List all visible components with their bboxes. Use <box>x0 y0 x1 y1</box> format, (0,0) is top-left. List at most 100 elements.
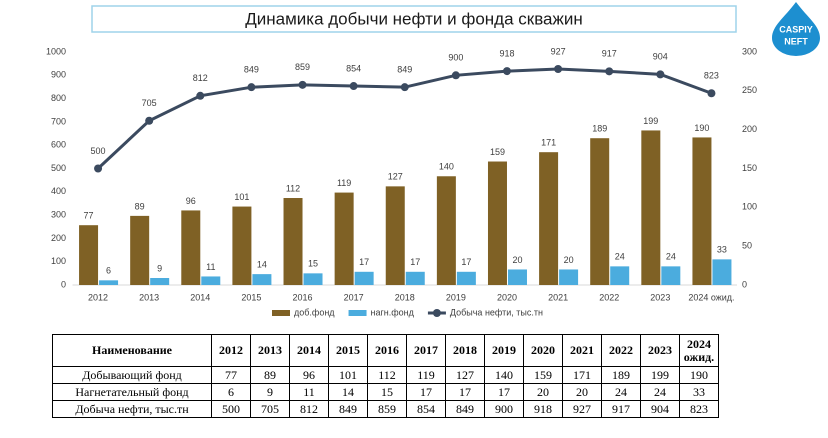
data-label: 917 <box>602 49 617 59</box>
y2-tick-label: 50 <box>742 241 752 251</box>
logo-drop <box>772 2 820 56</box>
table-cell: 112 <box>367 366 407 384</box>
bar <box>79 225 99 285</box>
data-label: 9 <box>157 263 162 273</box>
table-cell: 96 <box>289 366 329 384</box>
bar <box>610 266 630 285</box>
data-label: 6 <box>106 266 111 276</box>
table-cell: 101 <box>328 366 368 384</box>
table-header: 2012 <box>211 334 251 367</box>
line-marker <box>554 65 563 74</box>
x-tick-label: 2012 <box>88 292 108 302</box>
data-label: 24 <box>615 252 625 262</box>
data-label: 20 <box>564 255 574 265</box>
line-marker <box>196 91 205 100</box>
y-tick-label: 300 <box>51 209 66 219</box>
table-cell: 9 <box>250 383 290 401</box>
bar <box>559 269 579 285</box>
y-tick-label: 100 <box>51 256 66 266</box>
bar <box>712 259 732 285</box>
table-cell: 33 <box>679 383 719 401</box>
legend-label: нагн.фонд <box>371 307 415 317</box>
bar <box>590 138 610 285</box>
table-cell: 15 <box>367 383 407 401</box>
data-label: 927 <box>551 46 566 56</box>
table-row: Добывающий фонд 77 89 96 101 112 119 127 140 159 1… <box>52 366 719 384</box>
data-label: 849 <box>244 65 259 75</box>
table-cell: 199 <box>640 366 680 384</box>
y2-tick-label: 250 <box>742 85 757 95</box>
bar <box>354 271 374 285</box>
bar <box>436 176 456 285</box>
table-cell: 849 <box>445 400 485 418</box>
y-tick-label: 800 <box>51 93 66 103</box>
x-tick-label: 2018 <box>395 292 415 302</box>
x-tick-label: 2022 <box>599 292 619 302</box>
table-cell: 140 <box>484 366 524 384</box>
table-cell: 17 <box>445 383 485 401</box>
data-label: 918 <box>499 48 514 58</box>
table-cell: 859 <box>367 400 407 418</box>
table-header: 2024 ожид. <box>679 334 719 367</box>
y-tick-label: 200 <box>51 233 66 243</box>
x-tick-label: 2013 <box>139 292 159 302</box>
row-label: Добыча нефти, тыс.тн <box>52 400 212 418</box>
table-header: 2016 <box>367 334 407 367</box>
table-cell: 17 <box>406 383 446 401</box>
table-cell: 190 <box>679 366 719 384</box>
table-header: 2019 <box>484 334 524 367</box>
data-label: 101 <box>234 192 249 202</box>
table-header: 2023 <box>640 334 680 367</box>
line-marker <box>145 116 154 125</box>
chart-title: Динамика добычи нефти и фонда скважин <box>245 9 583 28</box>
table-cell: 705 <box>250 400 290 418</box>
y-tick-label: 500 <box>51 163 66 173</box>
table-header: 2022 <box>601 334 641 367</box>
line-marker <box>400 83 409 92</box>
table-cell: 20 <box>562 383 602 401</box>
table-header: 2018 <box>445 334 485 367</box>
chart: Динамика добычи нефти и фонда скважин CA… <box>46 2 820 317</box>
table-cell: 854 <box>406 400 446 418</box>
table-cell: 24 <box>601 383 641 401</box>
y-tick-label: 400 <box>51 186 66 196</box>
bar <box>99 280 119 285</box>
data-label: 500 <box>91 146 106 156</box>
table-cell: 849 <box>328 400 368 418</box>
data-label: 849 <box>397 65 412 75</box>
bar <box>252 274 272 285</box>
bar <box>539 152 559 285</box>
row-label: Нагнетательный фонд <box>52 383 212 401</box>
table-cell: 20 <box>523 383 563 401</box>
data-label: 859 <box>295 62 310 72</box>
table-cell: 77 <box>211 366 251 384</box>
data-label: 904 <box>653 52 668 62</box>
legend-label: доб.фонд <box>294 307 335 317</box>
table-cell: 927 <box>562 400 602 418</box>
table-cell: 900 <box>484 400 524 418</box>
bar <box>201 276 221 285</box>
x-tick-label: 2015 <box>241 292 261 302</box>
line-marker <box>247 83 256 92</box>
data-label: 33 <box>717 245 727 255</box>
y2-tick-label: 150 <box>742 163 757 173</box>
data-label: 705 <box>142 98 157 108</box>
table-cell: 189 <box>601 366 641 384</box>
data-label: 119 <box>337 178 351 188</box>
bar <box>661 266 681 285</box>
legend-swatch <box>432 309 441 317</box>
table-header: 2020 <box>523 334 563 367</box>
line-marker <box>451 71 460 80</box>
table-header: 2021 <box>562 334 602 367</box>
data-label: 11 <box>206 262 215 272</box>
legend-swatch <box>348 310 367 316</box>
data-label: 15 <box>308 259 318 269</box>
legend-swatch <box>272 310 290 316</box>
table-header: 2017 <box>406 334 446 367</box>
table-header: Наименование <box>52 334 212 367</box>
table-header: 2015 <box>328 334 368 367</box>
line-marker <box>707 89 716 98</box>
x-tick-label: 2019 <box>446 292 466 302</box>
x-tick-label: 2016 <box>293 292 313 302</box>
